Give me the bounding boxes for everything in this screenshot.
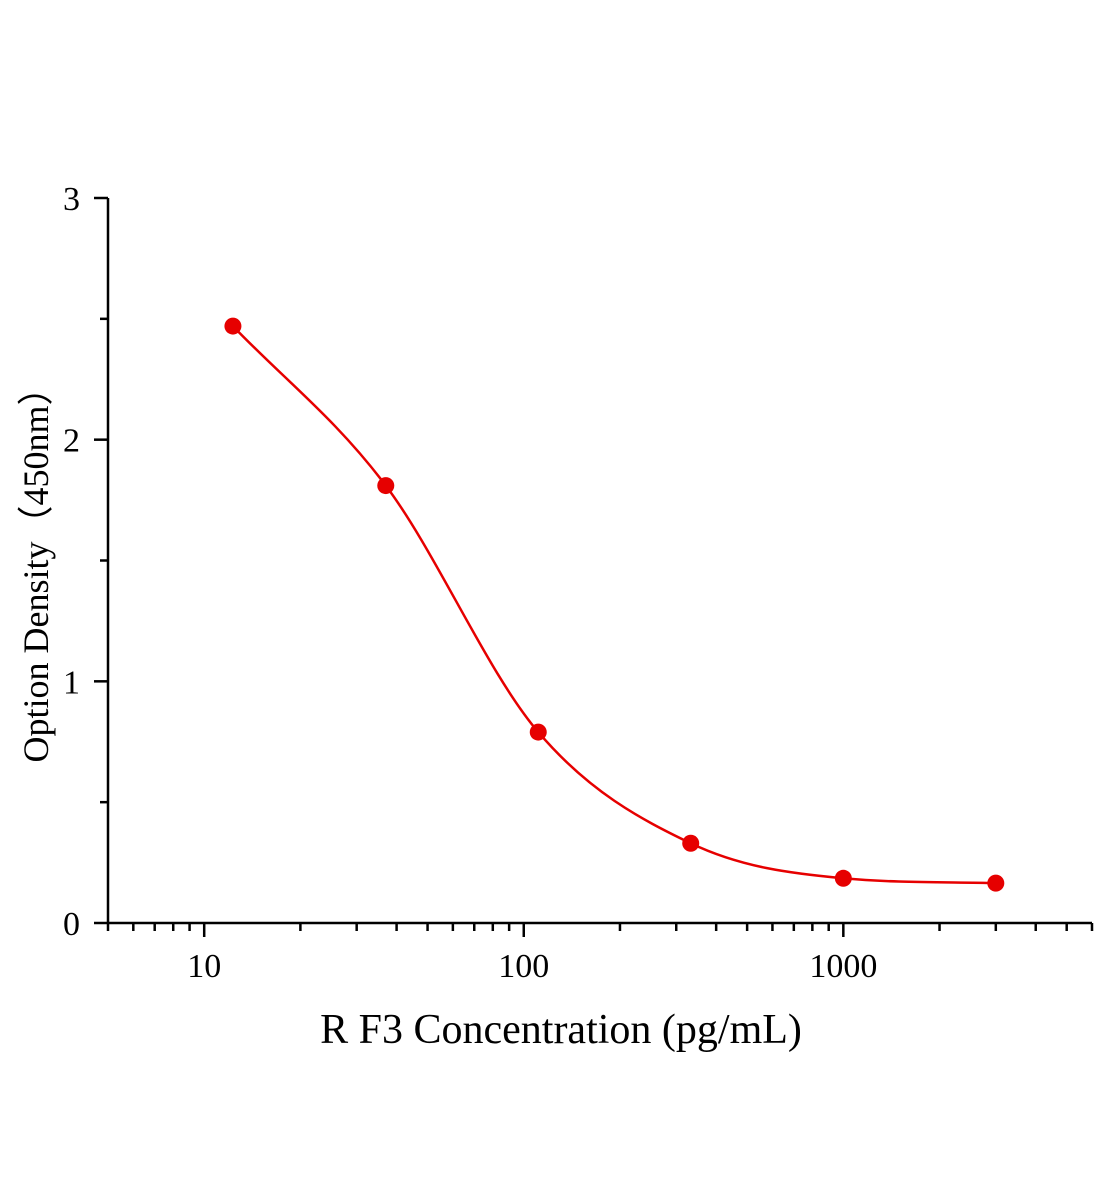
- x-tick-label: 10: [187, 948, 221, 985]
- x-tick-label: 100: [498, 948, 549, 985]
- y-tick-label: 2: [63, 423, 80, 460]
- x-axis-title: R F3 Concentration (pg/mL): [320, 1007, 802, 1053]
- data-point: [224, 317, 242, 335]
- y-tick-label: 1: [63, 664, 80, 701]
- data-point: [377, 477, 395, 495]
- axes: [106, 198, 1092, 925]
- data-point: [529, 723, 547, 741]
- data-point: [682, 834, 700, 852]
- fit-curve: [232, 325, 996, 885]
- ticks: [94, 196, 1094, 937]
- data-point: [987, 874, 1005, 892]
- data-point: [834, 869, 852, 887]
- data-points: [224, 317, 1005, 892]
- tick-labels: 10 100 1000 0 1 2 3: [63, 181, 877, 985]
- x-tick-label: 1000: [809, 948, 877, 985]
- y-axis-title: Option Density（450nm）: [16, 370, 56, 763]
- y-tick-label: 3: [63, 181, 80, 218]
- y-tick-label: 0: [63, 906, 80, 943]
